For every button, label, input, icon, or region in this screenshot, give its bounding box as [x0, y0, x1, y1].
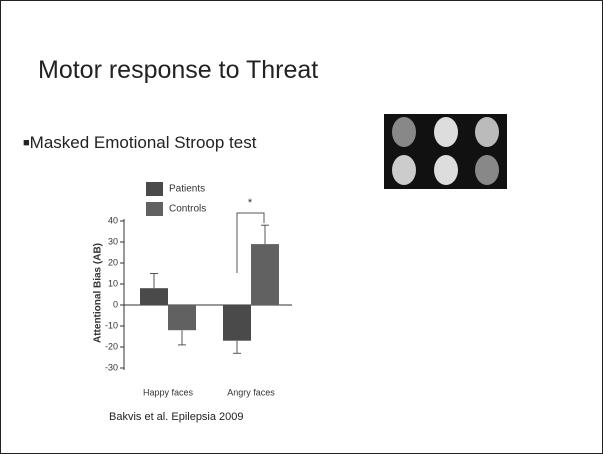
- face: [475, 117, 499, 147]
- bar: [251, 244, 279, 305]
- y-tick-label: 0: [113, 299, 118, 309]
- face: [392, 155, 416, 185]
- y-tick-label: 10: [108, 278, 118, 288]
- y-tick-label: 40: [108, 215, 118, 225]
- y-tick-label: -10: [105, 320, 118, 330]
- bullet: ■Masked Emotional Stroop test: [23, 133, 257, 152]
- bar: [168, 305, 196, 331]
- legend-label: Patients: [169, 184, 205, 195]
- x-tick-label: Happy faces: [143, 387, 194, 397]
- face: [434, 155, 458, 185]
- legend-swatch: [146, 182, 163, 196]
- citation: Bakvis et al. Epilepsia 2009: [109, 411, 244, 423]
- y-tick-label: 30: [108, 236, 118, 246]
- face-image: [384, 114, 507, 189]
- y-tick-label: -30: [105, 362, 118, 372]
- significance-bracket: [236, 212, 265, 273]
- face: [434, 117, 458, 147]
- x-tick-label: Angry faces: [227, 387, 275, 397]
- legend-swatch: [146, 202, 163, 216]
- bullet-text: Masked Emotional Stroop test: [29, 133, 257, 152]
- bar: [140, 288, 168, 305]
- legend-label: Controls: [169, 204, 206, 215]
- y-tick-label: -20: [105, 341, 118, 351]
- annotation: *: [248, 197, 253, 209]
- bar: [223, 305, 251, 341]
- y-tick-label: 20: [108, 257, 118, 267]
- y-axis-label: Attentional Bias (AB): [93, 243, 104, 343]
- face: [392, 117, 416, 147]
- slide-title: Motor response to Threat: [38, 56, 319, 84]
- face: [475, 155, 499, 185]
